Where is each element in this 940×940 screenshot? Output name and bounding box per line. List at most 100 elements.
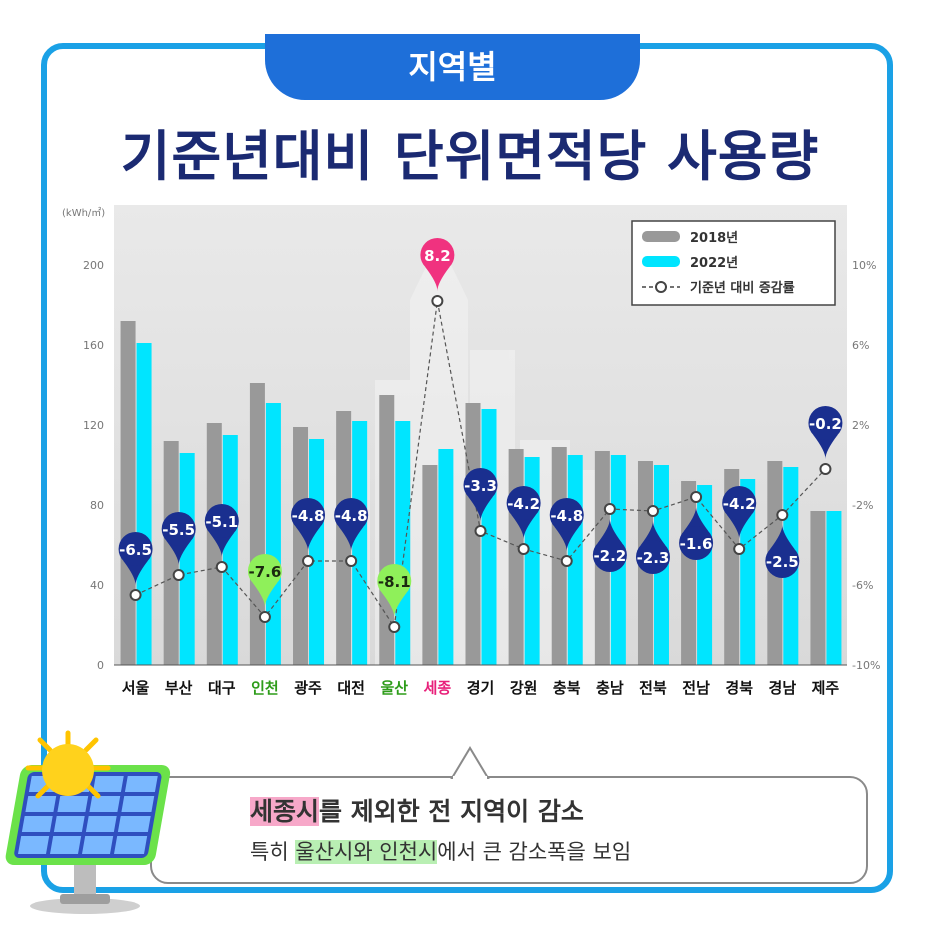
rate-point-전북 bbox=[646, 505, 659, 517]
rate-pin-tip-인천 bbox=[252, 582, 278, 607]
rate-point-전남 bbox=[690, 491, 703, 503]
x-tick-label-인천: 인천 bbox=[251, 679, 279, 697]
x-tick-label-제주: 제주 bbox=[812, 679, 840, 697]
x-tick-label-충남: 충남 bbox=[596, 679, 624, 697]
rate-label-경기: -3.3 bbox=[464, 477, 497, 495]
rate-point-강원 bbox=[517, 543, 530, 555]
bar-2018-부산 bbox=[163, 441, 179, 665]
rate-label-세종: 8.2 bbox=[424, 247, 451, 265]
bar-2022-인천 bbox=[265, 403, 281, 665]
rate-pin-tip-대구 bbox=[209, 532, 235, 557]
rate-pin-tip-울산 bbox=[382, 592, 407, 617]
x-tick-label-울산: 울산 bbox=[380, 679, 408, 697]
y-tick-label: 200 bbox=[83, 259, 104, 272]
rate-pin-tip-경기 bbox=[468, 496, 493, 521]
y2-tick-label: 10% bbox=[852, 259, 876, 272]
rate-pin-tip-전북 bbox=[640, 521, 666, 546]
rate-pin-tip-경북 bbox=[726, 514, 752, 539]
summary-line-2-prefix: 특히 bbox=[250, 840, 296, 864]
rate-pin-대구 bbox=[204, 504, 239, 538]
rate-label-경북: -4.2 bbox=[723, 495, 756, 513]
rate-point-대구 bbox=[215, 561, 228, 573]
x-tick-label-광주: 광주 bbox=[294, 679, 322, 697]
rate-pin-세종 bbox=[420, 238, 455, 272]
rate-pin-제주 bbox=[808, 406, 843, 440]
rate-pin-강원 bbox=[506, 486, 541, 520]
rate-pin-경남 bbox=[765, 544, 800, 578]
bar-2018-대구 bbox=[206, 423, 222, 665]
legend-swatch-2018 bbox=[642, 231, 680, 242]
rate-point-경기 bbox=[474, 525, 487, 537]
rate-label-충남: -2.2 bbox=[593, 547, 626, 565]
bar-2018-서울 bbox=[120, 321, 136, 665]
y-unit-label: (kWh/㎡) bbox=[62, 207, 105, 219]
legend-rate-point bbox=[655, 281, 667, 293]
bar-2022-서울 bbox=[136, 343, 152, 665]
rate-pin-tip-서울 bbox=[123, 560, 148, 585]
rate-label-충북: -4.8 bbox=[550, 507, 583, 525]
rate-point-대전 bbox=[345, 555, 358, 567]
rate-label-부산: -5.5 bbox=[162, 521, 195, 539]
rate-pin-전남 bbox=[679, 526, 714, 560]
rate-pin-인천 bbox=[247, 554, 282, 588]
y2-tick-label: 6% bbox=[852, 339, 869, 352]
sun-icon bbox=[25, 730, 111, 799]
legend-label-2018: 2018년 bbox=[690, 231, 738, 246]
x-tick-label-강원: 강원 bbox=[510, 679, 538, 697]
y-tick-label: 120 bbox=[83, 419, 104, 432]
rate-pin-tip-전남 bbox=[683, 507, 709, 532]
summary-bubble bbox=[150, 776, 868, 884]
bar-2022-부산 bbox=[179, 453, 195, 665]
y-tick-label: 40 bbox=[90, 579, 104, 592]
rate-pin-tip-세종 bbox=[425, 266, 450, 291]
rate-pin-충남 bbox=[592, 538, 627, 572]
bar-2022-대전 bbox=[352, 421, 368, 665]
rate-point-인천 bbox=[258, 611, 271, 623]
bar-2022-세종 bbox=[438, 449, 454, 665]
rate-label-대전: -4.8 bbox=[335, 507, 368, 525]
y2-tick-label: -10% bbox=[852, 659, 880, 672]
rate-point-경북 bbox=[733, 543, 746, 555]
rate-pin-충북 bbox=[549, 498, 584, 532]
rate-point-제주 bbox=[819, 463, 832, 475]
rate-point-광주 bbox=[302, 555, 315, 567]
rate-label-서울: -6.5 bbox=[119, 541, 152, 559]
rate-label-전남: -1.6 bbox=[680, 535, 713, 553]
rate-label-울산: -8.1 bbox=[378, 573, 411, 591]
rate-label-제주: -0.2 bbox=[809, 415, 842, 433]
rate-label-광주: -4.8 bbox=[292, 507, 325, 525]
summary-line-1-rest: 를 제외한 전 지역이 감소 bbox=[319, 797, 584, 826]
x-tick-label-경남: 경남 bbox=[769, 679, 797, 697]
rate-pin-tip-충북 bbox=[554, 526, 579, 551]
bar-2018-광주 bbox=[293, 427, 309, 665]
rate-point-충북 bbox=[560, 555, 573, 567]
x-tick-label-경북: 경북 bbox=[725, 679, 753, 697]
y2-tick-label: -2% bbox=[852, 499, 873, 512]
x-tick-label-대전: 대전 bbox=[337, 679, 365, 697]
bar-2018-대전 bbox=[336, 411, 352, 665]
rate-point-울산 bbox=[388, 621, 401, 633]
x-tick-label-경기: 경기 bbox=[467, 679, 495, 697]
rate-pin-tip-대전 bbox=[338, 526, 364, 551]
x-tick-label-전남: 전남 bbox=[682, 679, 710, 697]
rate-label-강원: -4.2 bbox=[507, 495, 540, 513]
rate-pin-광주 bbox=[291, 498, 326, 532]
y-tick-label: 80 bbox=[90, 499, 104, 512]
rate-point-충남 bbox=[603, 503, 616, 515]
summary-line-2-rest: 에서 큰 감소폭을 보임 bbox=[437, 840, 632, 864]
x-tick-label-세종: 세종 bbox=[424, 679, 452, 697]
legend-label-2022: 2022년 bbox=[690, 256, 738, 271]
bar-2018-제주 bbox=[810, 511, 826, 665]
rate-pin-서울 bbox=[118, 532, 153, 566]
x-tick-label-대구: 대구 bbox=[208, 679, 236, 697]
rate-pin-tip-경남 bbox=[770, 525, 795, 550]
rate-pin-tip-광주 bbox=[295, 526, 321, 551]
highlight-ulsan-incheon: 울산시와 인천시 bbox=[295, 840, 438, 864]
rate-point-세종 bbox=[431, 295, 444, 307]
y2-tick-label: 2% bbox=[852, 419, 869, 432]
rate-pin-tip-부산 bbox=[166, 540, 191, 565]
summary-line-2: 특히 울산시와 인천시에서 큰 감소폭을 보임 bbox=[250, 836, 631, 866]
